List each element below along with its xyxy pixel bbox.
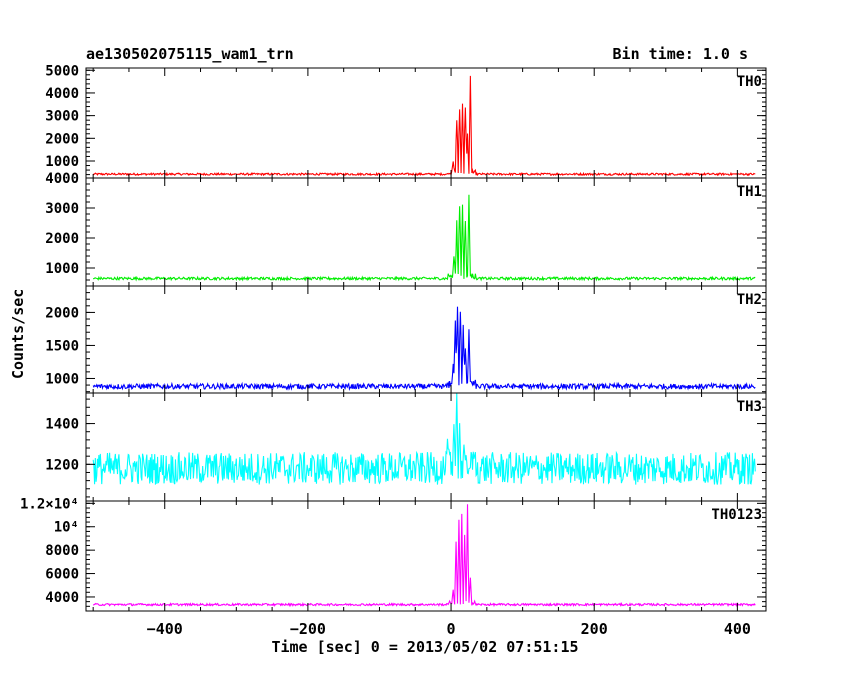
ytick-label-th0: 1000 xyxy=(45,154,79,170)
xtick-label: 200 xyxy=(581,620,608,638)
ytick-label-th3: 1400 xyxy=(45,417,79,433)
ytick-label-th1: 3000 xyxy=(45,201,79,217)
ytick-label-th0123: 4000 xyxy=(45,590,79,606)
panel-label-th2: TH2 xyxy=(737,292,762,308)
panel-frame-th0123 xyxy=(85,500,767,612)
ytick-label-th0: 2000 xyxy=(45,131,79,147)
ytick-label-th1: 2000 xyxy=(45,231,79,247)
panel-frame-th2 xyxy=(85,285,767,394)
panel-frame-th3 xyxy=(85,392,767,502)
ytick-label-th2: 1000 xyxy=(45,371,79,387)
ytick-label-th0123: 8000 xyxy=(45,543,79,559)
ytick-label-th0123: 6000 xyxy=(45,567,79,583)
series-th3 xyxy=(92,392,756,485)
series-th1 xyxy=(92,194,756,282)
xtick-label: −400 xyxy=(147,620,183,638)
series-th0 xyxy=(92,75,756,177)
ytick-label-th0123: 10⁴ xyxy=(54,520,79,536)
ytick-label-th0123: 1.2×10⁴ xyxy=(20,496,79,512)
ytick-label-th0: 5000 xyxy=(45,63,79,79)
xtick-label: 400 xyxy=(724,620,751,638)
panel-label-th1: TH1 xyxy=(737,184,762,200)
ytick-label-th1: 1000 xyxy=(45,261,79,277)
ytick-label-th0: 3000 xyxy=(45,109,79,125)
ytick-label-th2: 1500 xyxy=(45,338,79,354)
series-th2 xyxy=(92,306,756,391)
panel-label-th0123: TH0123 xyxy=(711,507,762,523)
ytick-label-th2: 2000 xyxy=(45,305,79,321)
ytick-label-th3: 1200 xyxy=(45,457,79,473)
x-axis-title: Time [sec] 0 = 2013/05/02 07:51:15 xyxy=(271,638,579,656)
panel-label-th3: TH3 xyxy=(737,399,762,415)
ytick-label-th0: 4000 xyxy=(45,86,79,102)
chart-title-left: ae130502075115_wam1_trn xyxy=(86,45,294,63)
panel-label-th0: TH0 xyxy=(737,74,762,90)
xtick-label: −200 xyxy=(290,620,326,638)
chart-title-right: Bin time: 1.0 s xyxy=(612,45,748,63)
panel-frame-th0 xyxy=(85,67,767,179)
ytick-label-th1: 4000 xyxy=(45,171,79,187)
xtick-label: 0 xyxy=(447,620,456,638)
panel-frame-th1 xyxy=(85,177,767,287)
series-th0123 xyxy=(92,504,756,608)
